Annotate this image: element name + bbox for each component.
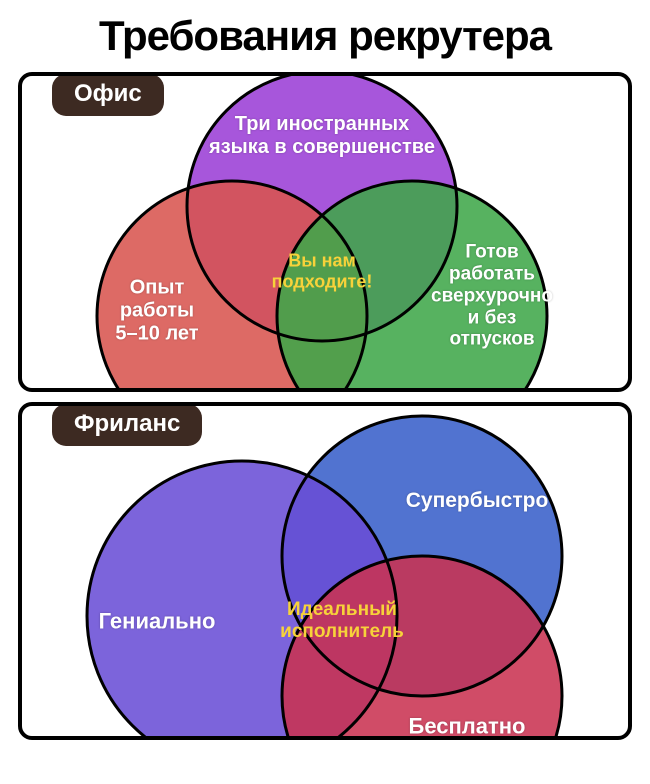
venn-center-label: Идеальный исполнитель [280, 599, 404, 643]
venn-label-left: Опыт работы 5–10 лет [115, 277, 198, 346]
panel-freelance: Фриланс Супербыстро Гениально Бесплатно Иде… [18, 402, 632, 740]
venn-freelance: Супербыстро Гениально Бесплатно Идеальный и… [22, 406, 628, 736]
venn-label-top: Три иностранных языка в совершенстве [209, 113, 435, 159]
venn-freelance-svg [22, 406, 628, 740]
panel-freelance-label: Фриланс [52, 404, 202, 446]
venn-center-label: Вы нам подходите! [272, 250, 373, 291]
page-title: Требования рекрутера [0, 0, 650, 66]
venn-label-right-bot: Бесплатно [409, 713, 526, 738]
venn-office: Три иностранных языка в совершенстве Опыт… [22, 76, 628, 388]
panel-office: Офис Три иностранных языка в совершенств… [18, 72, 632, 392]
panel-office-label: Офис [52, 74, 164, 116]
venn-label-right-top: Супербыстро [406, 489, 549, 513]
venn-label-right: Готов работать сверхурочно и без отпуско… [424, 241, 560, 350]
venn-label-left: Гениально [99, 608, 216, 633]
